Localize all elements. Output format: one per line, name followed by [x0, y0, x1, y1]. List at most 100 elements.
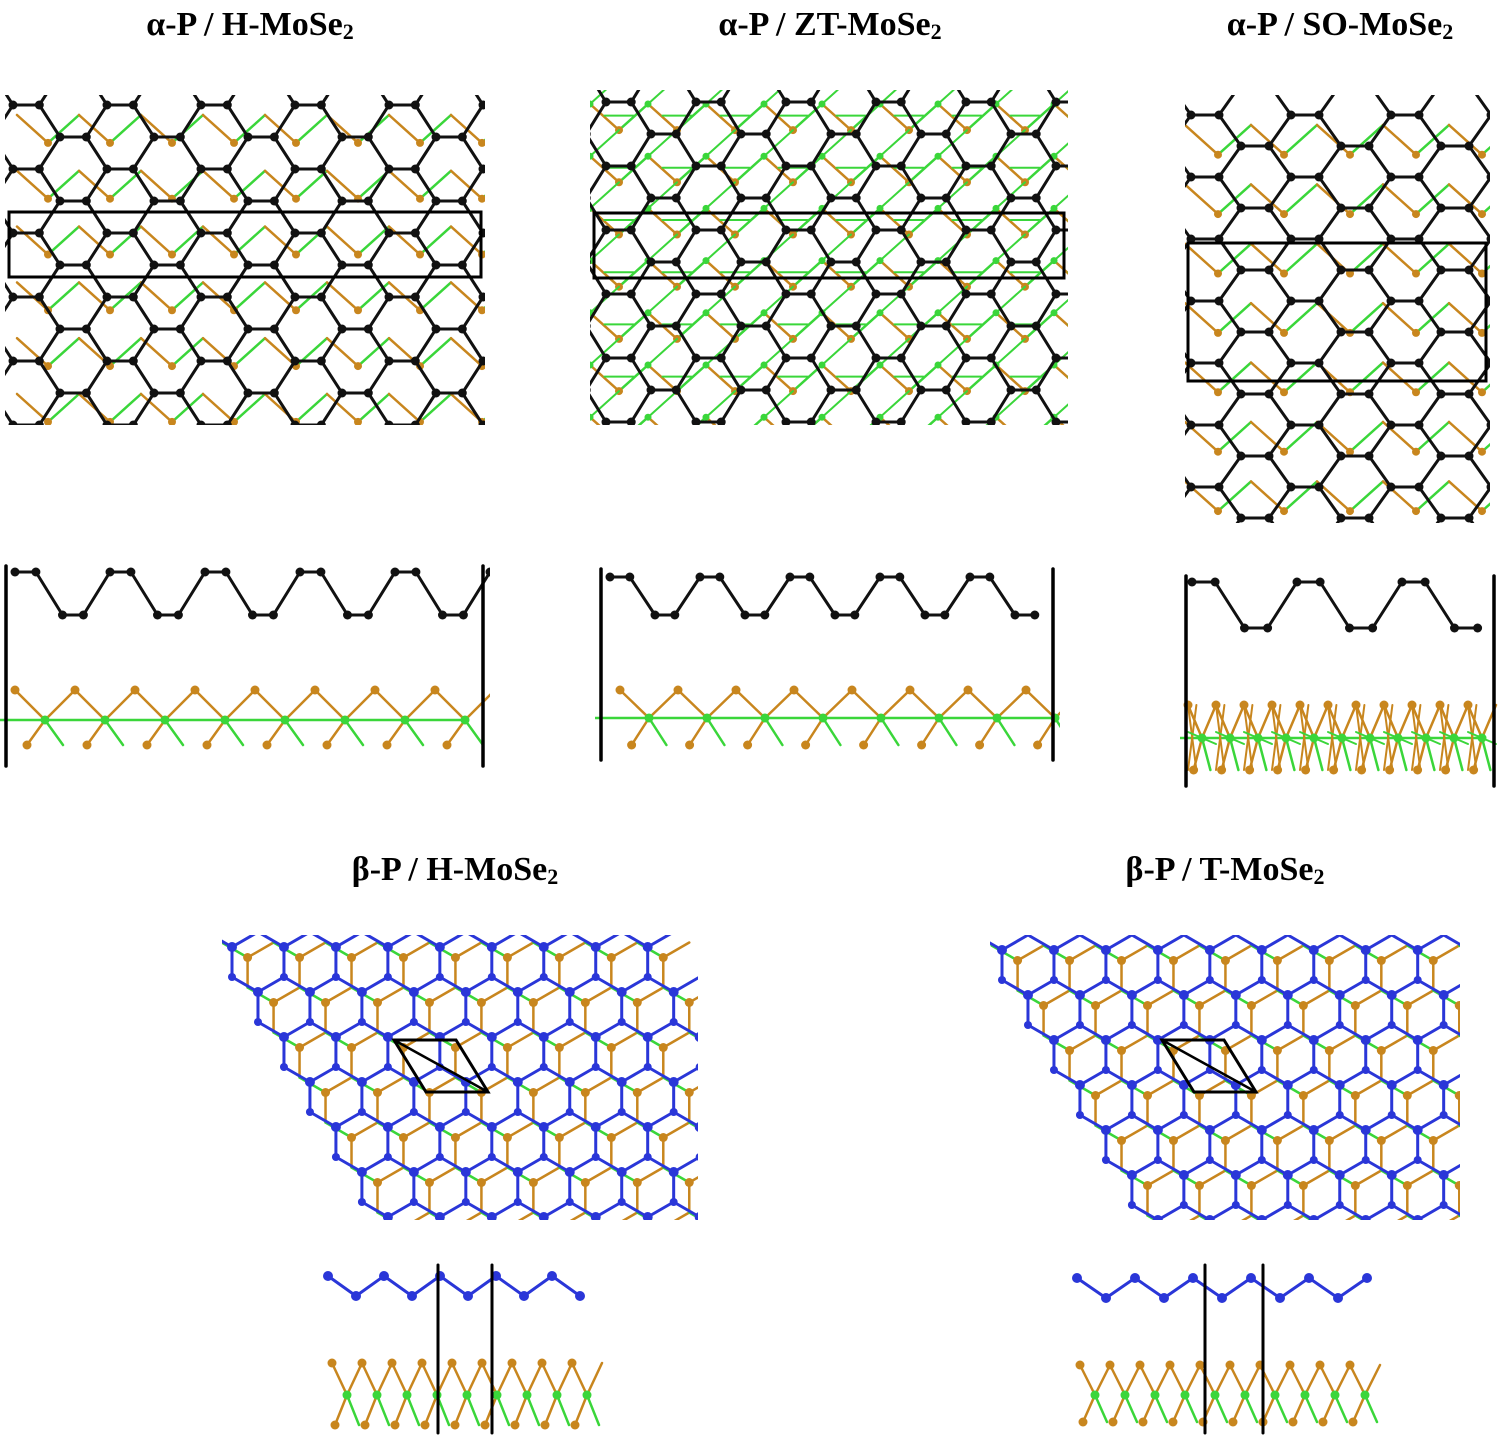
se-bond — [1432, 944, 1460, 962]
p-bond — [629, 228, 653, 264]
mo-atom — [644, 100, 652, 108]
p-bond — [1318, 580, 1351, 630]
p-atom — [1308, 1215, 1319, 1220]
se-atom — [1273, 765, 1283, 775]
p-bond — [272, 391, 297, 425]
se-atom — [1280, 447, 1288, 456]
p-bond — [34, 570, 64, 617]
p-bond — [131, 231, 156, 267]
p-bond — [225, 231, 250, 267]
se-bond — [1243, 1363, 1262, 1397]
p-atom — [1048, 945, 1059, 955]
p-atom — [668, 1167, 679, 1177]
p-atom — [1230, 1170, 1241, 1180]
p-bond — [5, 95, 15, 107]
p-bond — [37, 95, 48, 107]
p-bond — [438, 1110, 468, 1129]
se-bond — [360, 1361, 379, 1397]
se-bond — [376, 1166, 405, 1184]
p-bond — [989, 90, 1001, 104]
p-bond — [1317, 268, 1343, 303]
p-atom — [1204, 1215, 1215, 1220]
p-atom — [806, 289, 816, 299]
p-bond — [1078, 1113, 1108, 1132]
p-bond — [178, 167, 203, 203]
se-bond — [1024, 688, 1057, 720]
p-bond — [1213, 580, 1246, 630]
p-bond — [764, 228, 788, 264]
mo-bond — [811, 415, 824, 425]
se-bond — [15, 113, 50, 145]
se-atom — [502, 1133, 512, 1142]
p-atom — [221, 567, 231, 577]
p-atom — [1414, 482, 1424, 492]
p-atom — [408, 1167, 419, 1177]
alpha-so-side-view — [1180, 574, 1498, 788]
p-atom — [1217, 1293, 1227, 1303]
mo-bond — [46, 225, 81, 256]
mo-bond — [965, 102, 998, 132]
se-atom — [1039, 1001, 1049, 1010]
mo-atom — [1210, 1390, 1220, 1400]
p-bond — [1317, 454, 1343, 489]
p-atom — [390, 567, 400, 577]
se-atom — [354, 138, 362, 147]
p-bond — [809, 228, 833, 264]
mo-bond — [1216, 480, 1253, 513]
p-atom — [1100, 1035, 1111, 1045]
se-bond — [449, 336, 484, 368]
mo-bond — [1340, 736, 1352, 772]
se-bond — [480, 986, 509, 1004]
se-bond — [1380, 1034, 1409, 1052]
p-atom — [1464, 513, 1474, 523]
unit-cell — [592, 211, 1066, 280]
p-bond — [131, 135, 156, 171]
p-atom — [384, 164, 394, 174]
se-bond — [77, 169, 112, 200]
p-atom — [384, 100, 394, 110]
p-atom — [290, 228, 300, 238]
beta-t-top-view — [990, 935, 1460, 1220]
p-bond — [319, 295, 344, 331]
mo-atom — [552, 1390, 562, 1400]
p-bond — [1260, 1158, 1290, 1177]
p-atom — [650, 610, 660, 620]
mo-atom — [582, 1390, 592, 1400]
mo-bond — [1363, 1393, 1379, 1424]
mo-atom — [462, 1390, 472, 1400]
se-bond — [850, 688, 883, 720]
se-atom — [789, 685, 799, 695]
p-atom — [761, 129, 771, 139]
se-bond — [1302, 989, 1331, 1007]
se-atom — [250, 685, 260, 695]
p-bond — [1217, 206, 1243, 241]
p-atom — [590, 323, 591, 329]
se-bond — [646, 415, 659, 425]
p-bond — [1185, 113, 1193, 127]
se-bond — [1052, 311, 1068, 328]
p-atom — [31, 567, 41, 577]
se-atom — [1295, 700, 1305, 710]
p-bond — [84, 295, 109, 331]
p-bond — [590, 329, 608, 360]
p-bond — [271, 570, 302, 617]
p-atom — [1364, 451, 1374, 461]
mo-atom — [934, 309, 942, 317]
se-bond — [298, 1031, 327, 1049]
p-bond — [629, 100, 653, 136]
p-atom — [985, 572, 995, 582]
p-atom — [1214, 358, 1224, 368]
p-atom — [330, 1032, 341, 1042]
p-atom — [34, 292, 44, 302]
p-bond — [1417, 361, 1443, 396]
p-atom — [616, 1167, 627, 1177]
se-bond — [1291, 1393, 1307, 1424]
p-bond — [461, 570, 490, 617]
p-atom — [1333, 1293, 1343, 1303]
p-bond — [1317, 392, 1343, 427]
p-atom — [986, 225, 996, 235]
mo-bond — [1348, 301, 1385, 335]
p-bond — [319, 570, 349, 617]
p-bond — [225, 263, 250, 299]
p-bond — [319, 391, 344, 425]
